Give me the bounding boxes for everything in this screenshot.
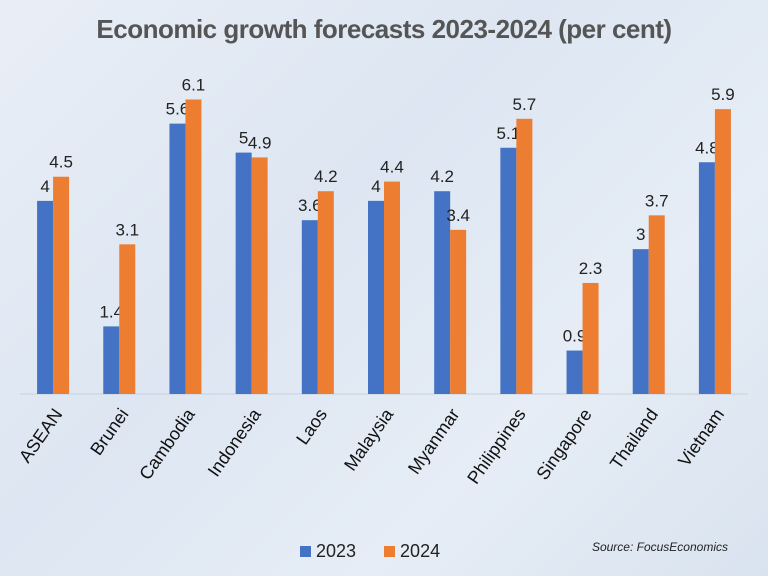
bar-2023-myanmar — [434, 191, 451, 394]
bar-2023-singapore — [566, 350, 583, 394]
data-label-2023-cambodia: 5.6 — [166, 100, 190, 119]
data-label-2023-thailand: 3 — [636, 225, 645, 244]
category-label-singapore: Singapore — [532, 405, 595, 484]
bar-2023-cambodia — [169, 123, 186, 394]
bar-2024-cambodia — [185, 99, 202, 394]
bar-2023-thailand — [632, 249, 649, 394]
data-label-2023-myanmar: 4.2 — [430, 167, 454, 186]
data-label-2023-laos: 3.6 — [298, 196, 322, 215]
legend-label-2023: 2023 — [316, 541, 357, 561]
category-label-malaysia: Malaysia — [340, 404, 398, 474]
bar-2024-philippines — [516, 118, 533, 394]
bar-2023-malaysia — [368, 200, 384, 394]
data-label-2024-thailand: 3.7 — [645, 191, 669, 210]
bar-2024-thailand — [648, 215, 665, 394]
category-label-philippines: Philippines — [463, 405, 529, 488]
data-label-2023-singapore: 0.9 — [563, 327, 587, 346]
bar-2023-brunei — [103, 326, 120, 394]
data-label-2024-indonesia: 4.9 — [248, 133, 272, 152]
data-label-2023-malaysia: 4 — [371, 177, 380, 196]
bar-2024-vietnam — [714, 109, 731, 394]
bar-2024-laos — [317, 191, 334, 394]
category-label-myanmar: Myanmar — [404, 405, 463, 478]
source-note: Source: FocusEconomics — [591, 540, 728, 554]
bar-2023-laos — [301, 220, 318, 394]
data-label-2024-brunei: 3.1 — [115, 220, 139, 239]
bar-2024-indonesia — [251, 157, 268, 394]
data-label-2024-cambodia: 6.1 — [182, 75, 206, 94]
data-label-2023-philippines: 5.1 — [497, 124, 521, 143]
category-label-cambodia: Cambodia — [135, 404, 199, 483]
legend-label-2024: 2024 — [400, 541, 441, 561]
data-label-2023-asean: 4 — [40, 177, 49, 196]
bar-2024-brunei — [119, 244, 136, 394]
bar-2024-myanmar — [450, 229, 467, 394]
data-label-2024-laos: 4.2 — [314, 167, 338, 186]
data-label-2024-asean: 4.5 — [49, 153, 73, 172]
bar-2023-vietnam — [698, 162, 715, 394]
legend-swatch-2024 — [384, 546, 396, 557]
category-label-asean: ASEAN — [15, 405, 66, 466]
data-label-2024-myanmar: 3.4 — [446, 206, 470, 225]
data-label-2024-singapore: 2.3 — [579, 259, 603, 278]
category-label-brunei: Brunei — [86, 405, 132, 459]
category-label-vietnam: Vietnam — [674, 405, 728, 470]
category-label-laos: Laos — [292, 405, 331, 448]
chart-title: Economic growth forecasts 2023-2024 (per… — [96, 14, 672, 44]
bar-2023-asean — [37, 200, 54, 394]
bar-2023-philippines — [500, 147, 517, 394]
bar-2024-asean — [53, 176, 70, 394]
legend-item-2024: 2024 — [384, 541, 440, 562]
legend: 2023 2024 — [300, 541, 440, 562]
data-label-2024-philippines: 5.7 — [513, 95, 537, 114]
legend-item-2023: 2023 — [300, 541, 356, 562]
bar-2024-malaysia — [384, 181, 400, 394]
data-label-2024-malaysia: 4.4 — [380, 158, 404, 177]
legend-swatch-2023 — [300, 546, 311, 557]
bar-2023-indonesia — [235, 152, 252, 394]
data-label-2023-brunei: 1.4 — [99, 302, 123, 321]
data-label-2024-vietnam: 5.9 — [711, 85, 735, 104]
category-label-indonesia: Indonesia — [204, 404, 266, 480]
category-label-thailand: Thailand — [606, 405, 662, 473]
data-label-2023-vietnam: 4.8 — [695, 138, 719, 157]
data-label-2023-indonesia: 5 — [239, 129, 248, 148]
bar-2024-singapore — [582, 282, 599, 394]
